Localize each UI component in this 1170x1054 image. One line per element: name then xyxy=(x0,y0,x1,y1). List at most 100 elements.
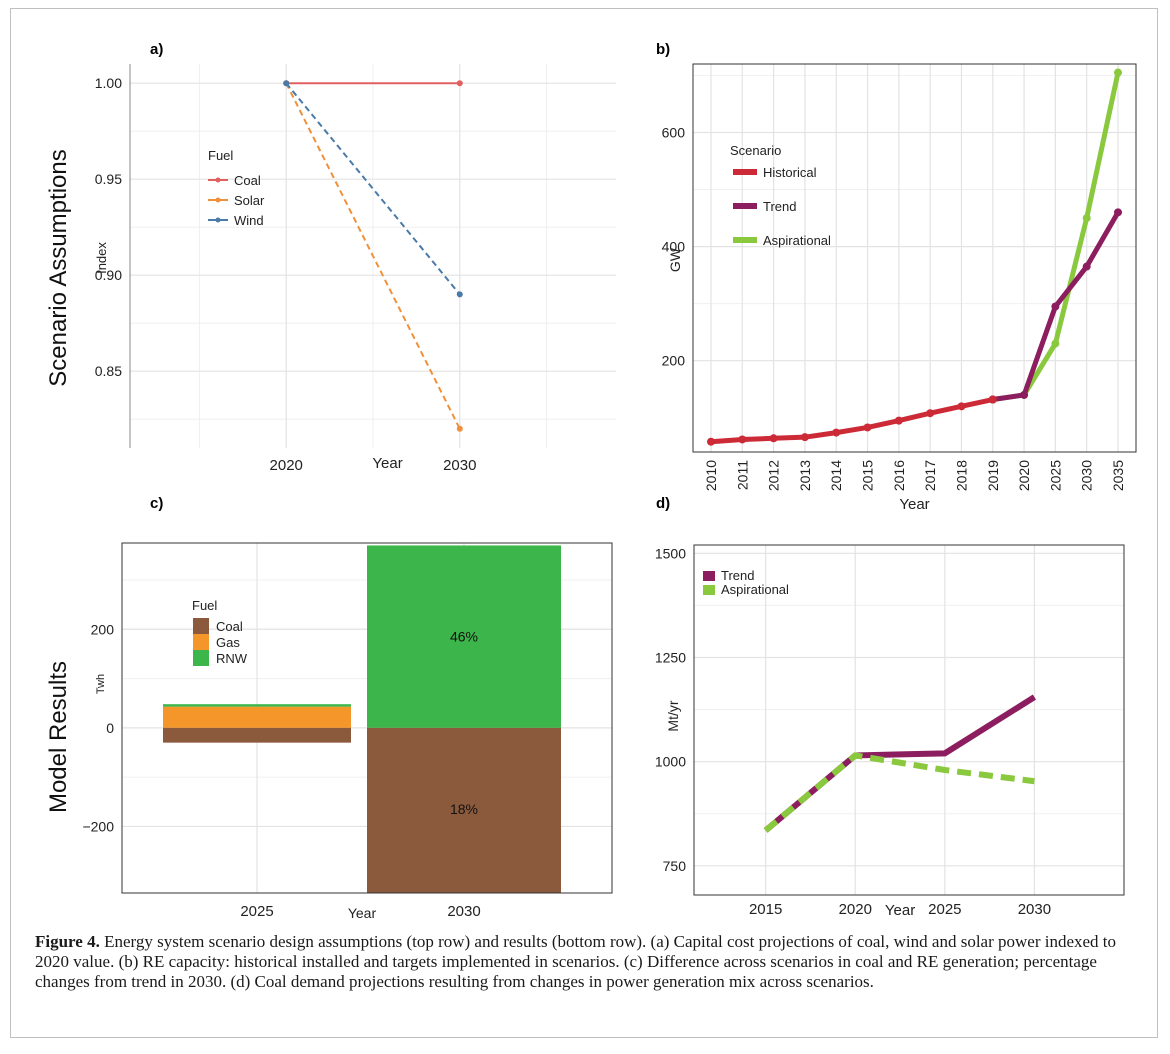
panel-b-point-historical xyxy=(894,416,903,425)
panel-c-xtick-label: 2030 xyxy=(447,903,480,920)
panel-d-ytick-label: 1500 xyxy=(655,545,686,561)
panel-d-ytick-label: 750 xyxy=(663,858,687,874)
panel-b-xtick-label: 2018 xyxy=(953,460,969,491)
figure-frame xyxy=(10,8,1158,1038)
panel-c-bar-annotation: 46% xyxy=(450,629,478,645)
panel-b-point-trend xyxy=(1114,208,1122,217)
panel-a-legend-label: Solar xyxy=(234,193,265,208)
panel-a-point-wind xyxy=(456,291,463,298)
panel-b-point-historical xyxy=(832,428,841,437)
panel-c-legend-label: RNW xyxy=(216,651,248,666)
panel-c-y-axis-title: Twh xyxy=(95,674,107,694)
panel-d-ytick-label: 1000 xyxy=(655,754,686,770)
panel-b-xtick-label: 2010 xyxy=(703,460,719,491)
panel-d-series-line-aspirational xyxy=(763,752,1035,833)
panel-c-bar-rnw-2030 xyxy=(367,545,561,728)
panel-c-ytick-label: 0 xyxy=(106,720,114,736)
panel-b-legend-title: Scenario xyxy=(730,143,781,158)
panel-d-legend-key-aspirational xyxy=(703,585,715,595)
panel-b-point-historical xyxy=(738,435,747,444)
panel-a-point-coal xyxy=(456,80,463,87)
panel-a-legend-label: Coal xyxy=(234,173,261,188)
panel-d-xtick-label: 2020 xyxy=(839,901,872,918)
panel-b-xtick-label: 2013 xyxy=(797,460,813,491)
panel-c-legend-key-coal xyxy=(193,618,209,634)
panel-c-ytick-label: 200 xyxy=(91,621,115,637)
panel-b-point-historical xyxy=(863,423,872,432)
panel-b-point-historical xyxy=(707,437,715,446)
caption-text: Energy system scenario design assumption… xyxy=(35,932,1117,991)
panel-d-y-axis-title: Mt/yr xyxy=(665,700,681,731)
panel-d-ytick-label: 1250 xyxy=(655,650,686,666)
panel-d-plot-bg xyxy=(694,545,1124,895)
panel-b-point-historical xyxy=(988,395,997,404)
panel-b-xtick-label: 2016 xyxy=(891,460,907,491)
panel-a-point-solar xyxy=(456,425,463,432)
panel-c-bar-gas-2025 xyxy=(163,706,351,728)
panel-d-label: d) xyxy=(656,495,670,512)
panel-d-coal-demand-chart: 750 1000 1250 1500 2015 2020 2025 2030 Year Mt/yr… xyxy=(655,544,1125,919)
panel-b-xtick-label: 2019 xyxy=(985,460,1001,491)
panel-b-point-historical xyxy=(800,433,809,442)
panel-c-xtick-label: 2025 xyxy=(240,903,273,920)
panel-b-xtick-label: 2020 xyxy=(1016,460,1032,491)
panel-b-legend-label: Aspirational xyxy=(763,233,831,248)
panel-c-plot-border xyxy=(121,542,613,894)
panel-b-point-historical xyxy=(926,409,935,418)
panel-b-ytick-label: 600 xyxy=(662,124,686,140)
panel-d-legend-label: Aspirational xyxy=(721,582,789,597)
panel-a-label: a) xyxy=(150,41,163,58)
panel-b-point-aspirational xyxy=(1082,214,1091,223)
caption-label: Figure 4. xyxy=(35,932,100,951)
figure-4: Scenario Assumptions Model Results a) b)… xyxy=(45,41,1137,921)
panel-c-legend-key-rnw xyxy=(193,650,209,666)
panel-b-plot-bg xyxy=(693,64,1136,452)
panel-a-ytick-label: 0.90 xyxy=(95,267,122,283)
panel-d-plot-border xyxy=(693,544,1125,896)
panel-b-re-capacity-chart: 200 400 600 2010 2011 2012 2013 2014 2015 2016 201… xyxy=(662,63,1137,513)
panel-a-legend-label: Wind xyxy=(234,213,264,228)
panel-b-ytick-label: 200 xyxy=(662,353,686,369)
panel-a-cost-index-chart: 0.85 0.90 0.95 1.00 2020 2030 Year Index FuelCoa… xyxy=(94,64,616,474)
panel-a-ytick-label: 1.00 xyxy=(95,75,122,91)
panel-a-xtick-label: 2020 xyxy=(270,457,303,474)
panel-b-xtick-label: 2030 xyxy=(1079,460,1095,491)
panel-b-x-axis-title: Year xyxy=(899,496,929,513)
panel-a-legend-title: Fuel xyxy=(208,148,233,163)
panel-d-xtick-label: 2030 xyxy=(1018,901,1051,918)
panel-a-legend-key-dot xyxy=(215,197,221,203)
panel-b-plot-border xyxy=(692,63,1137,453)
panel-b-point-aspirational xyxy=(1051,339,1060,348)
panel-a-x-axis-title: Year xyxy=(372,455,402,472)
panel-b-xtick-label: 2011 xyxy=(734,460,750,490)
panel-b-point-trend xyxy=(1051,302,1060,311)
panel-b-point-aspirational xyxy=(1114,68,1122,77)
panel-c-bar-coal-2030 xyxy=(367,727,561,893)
panel-c-legend-key-gas xyxy=(193,634,209,650)
panel-c-legend-label: Coal xyxy=(216,619,243,634)
panel-a-ytick-label: 0.95 xyxy=(95,171,122,187)
panel-b-xtick-label: 2035 xyxy=(1110,460,1126,491)
panel-b-ytick-label: 400 xyxy=(662,239,686,255)
panel-b-point-trend xyxy=(1082,262,1091,271)
panel-c-label: c) xyxy=(150,495,163,512)
figure-caption: Figure 4. Energy system scenario design … xyxy=(35,932,1145,992)
panel-a-series-line-solar xyxy=(285,82,461,430)
panel-c-legend-label: Gas xyxy=(216,635,240,650)
panel-b-xtick-label: 2014 xyxy=(828,460,844,491)
panel-d-xtick-label: 2025 xyxy=(928,901,961,918)
panel-c-generation-difference-chart: −200 0 200 2025 2030 Year Twh 46% 18% Fuel CoalGas… xyxy=(82,542,613,921)
panel-a-point-wind xyxy=(283,80,290,87)
panel-b-xtick-label: 2017 xyxy=(922,460,938,491)
panel-b-y-axis-title: GW xyxy=(667,247,683,272)
panel-d-series-line-trend xyxy=(763,694,1037,833)
panel-d-legend-key-trend xyxy=(703,571,715,581)
panel-a-legend-key-dot xyxy=(215,177,221,183)
panel-b-xtick-label: 2025 xyxy=(1047,460,1063,491)
panel-d-legend-label: Trend xyxy=(721,568,754,583)
panel-c-legend-title: Fuel xyxy=(192,598,217,613)
row-label-bottom: Model Results xyxy=(45,661,72,813)
panel-c-bar-rnw-2025 xyxy=(163,704,351,707)
panel-b-xtick-label: 2012 xyxy=(766,460,782,491)
panel-b-point-historical xyxy=(769,434,778,443)
